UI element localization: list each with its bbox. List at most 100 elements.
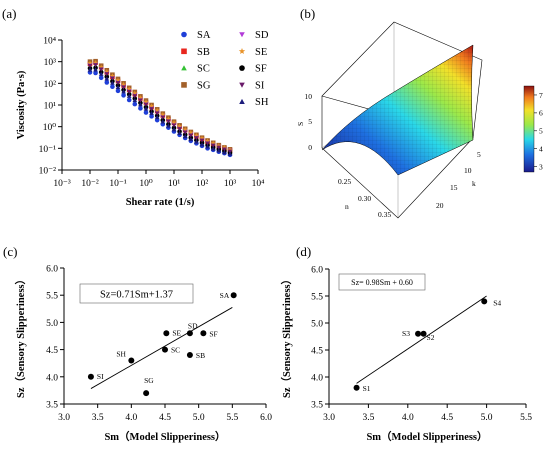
- chart-a-point-si: [166, 119, 171, 124]
- chart-c-point: [143, 390, 150, 397]
- chart-a-point-se: [104, 68, 110, 74]
- panel-label-b: (b): [300, 6, 315, 21]
- chart-a-point-si: [104, 72, 110, 77]
- chart-a-legend-label-sa: SA: [197, 30, 211, 41]
- chart-a-point-se: [92, 59, 99, 65]
- chart-a-point-si: [115, 81, 121, 86]
- panel-label-d: (d): [296, 244, 311, 259]
- chart-a-point-si: [149, 107, 154, 112]
- chart-b-z-tick-5: 5: [308, 117, 312, 126]
- chart-b-colorbar-ticks: 3 4 5 6 7: [534, 91, 543, 171]
- chart-a-point-se: [221, 144, 228, 150]
- chart-a-point-si: [199, 138, 205, 143]
- chart-b-surface: [321, 44, 474, 176]
- chart-a-point-sh: [143, 106, 149, 111]
- chart-c-regression-line: [90, 307, 233, 389]
- panel-label-c: (c): [3, 244, 17, 259]
- chart-a-point-se: [87, 60, 93, 66]
- chart-b-colorbar-tick-label: 6: [539, 109, 543, 118]
- chart-a-point-si: [138, 98, 143, 103]
- chart-d-point: [415, 330, 422, 337]
- chart-a-point-se: [165, 116, 172, 122]
- chart-a-point-sh: [138, 102, 143, 107]
- chart-a-x-tick-label: 10⁻³: [53, 179, 71, 189]
- chart-a-legend-marker-sd: [239, 32, 245, 38]
- chart-c-x-tick-label: 5.0: [193, 413, 205, 423]
- chart-a-points: [87, 58, 233, 158]
- chart-a-x-tick-label: 10¹: [168, 179, 181, 189]
- chart-a-point-sh: [132, 97, 138, 103]
- chart-a-point-se: [160, 111, 166, 117]
- chart-a-point-se: [204, 138, 211, 144]
- chart-c-y-ticks: 3.5 4.0 4.5 5.0 5.5 6.0: [46, 265, 64, 411]
- chart-a-x-tick-label: 10⁻¹: [109, 179, 127, 189]
- chart-a-point-se: [148, 103, 155, 109]
- chart-a-point-si: [87, 63, 93, 69]
- chart-a-point-sh: [115, 84, 121, 90]
- chart-a-point-sh: [110, 80, 115, 85]
- chart-c-x-label: Sm（Model Slipperiness）: [104, 430, 225, 443]
- chart-c-point: [230, 292, 237, 299]
- chart-a-y-tick-label: 10¹: [44, 102, 57, 112]
- chart-c-point: [200, 330, 207, 337]
- chart-a-point-se: [154, 107, 160, 113]
- chart-b-k-tick-1: 10: [464, 166, 472, 175]
- chart-d-y-tick-label: 4.0: [311, 374, 323, 384]
- chart-a-point-se: [126, 86, 132, 92]
- chart-c-y-tick-label: 4.5: [46, 346, 58, 356]
- chart-d-y-tick-label: 5.5: [311, 293, 323, 303]
- chart-a-point-sh: [98, 71, 104, 76]
- chart-c-x-tick-label: 3.5: [92, 413, 104, 423]
- chart-d-y-label: Sz（Sensory Slipperiness）: [280, 274, 293, 398]
- chart-d-x-tick-label: 3.0: [323, 413, 335, 423]
- chart-a-point-si: [227, 149, 233, 154]
- chart-a-point-sa: [98, 75, 104, 81]
- chart-b-n-tick-1: 0.30: [358, 194, 371, 203]
- chart-c-x-tick-label: 6.0: [260, 413, 272, 423]
- chart-d-y-tick-label: 6.0: [311, 266, 323, 276]
- chart-a-x-tick-label: 10⁰: [139, 179, 153, 189]
- chart-a-point-si: [210, 143, 216, 148]
- chart-b-colorbar-tick-label: 5: [539, 127, 543, 136]
- chart-c-equation-box: [79, 283, 194, 304]
- chart-a-point-sh: [227, 151, 233, 156]
- chart-d-x-tick-label: 5.0: [481, 413, 493, 423]
- chart-c-y-tick-label: 5.0: [46, 319, 58, 329]
- chart-a-point-si: [110, 76, 115, 81]
- chart-a-point-sh: [121, 89, 126, 94]
- chart-a-point-si: [126, 89, 132, 95]
- chart-a-point-sa: [149, 114, 154, 119]
- chart-a-point-sa: [121, 93, 126, 98]
- chart-d-x-tick-label: 5.5: [520, 413, 532, 423]
- chart-d-x-tick-label: 4.0: [402, 413, 414, 423]
- chart-b-colorbar: [523, 85, 535, 173]
- chart-c-point-label: SD: [188, 321, 198, 330]
- panel-label-a: (a): [2, 6, 16, 21]
- chart-a-y-tick-label: 10⁻¹: [39, 145, 57, 155]
- chart-a-x-tick-label: 10⁴: [252, 179, 266, 189]
- chart-a-y-tick-label: 10⁰: [43, 123, 57, 133]
- chart-b-colorbar-tick-label: 4: [539, 145, 543, 154]
- chart-a-legend-label-sd: SD: [255, 30, 269, 41]
- chart-c-point-label: SC: [171, 346, 180, 355]
- chart-a-point-sa: [132, 101, 138, 107]
- chart-b-k-tick-3: 20: [436, 201, 444, 210]
- chart-a-point-se: [188, 129, 194, 135]
- chart-c-points: SA SB SC SD SE SF SG SH SI: [87, 291, 237, 397]
- chart-a-legend-marker-sb: [181, 48, 187, 55]
- chart-a-point-sa: [126, 97, 132, 103]
- chart-a-y-tick-label: 10³: [44, 58, 57, 68]
- chart-c-point-label: SB: [196, 351, 205, 360]
- chart-c-point-label: SI: [97, 372, 104, 381]
- chart-a-y-tick-label: 10²: [44, 80, 57, 90]
- chart-a-point-si: [121, 85, 126, 90]
- chart-a-point-si: [132, 94, 138, 99]
- chart-c-point: [163, 330, 170, 337]
- chart-c-point-label: SF: [209, 329, 217, 338]
- chart-a-point-se: [193, 132, 200, 138]
- chart-a-point-si: [182, 130, 188, 135]
- chart-a-point-se: [98, 64, 104, 70]
- chart-a-legend-label-sb: SB: [197, 47, 210, 58]
- chart-b-z-tick-0: 0: [308, 143, 312, 152]
- chart-d: 3.0 3.5 4.0 4.5 5.0 5.5 3.54.04.55.05.56.0 S1…: [280, 266, 532, 444]
